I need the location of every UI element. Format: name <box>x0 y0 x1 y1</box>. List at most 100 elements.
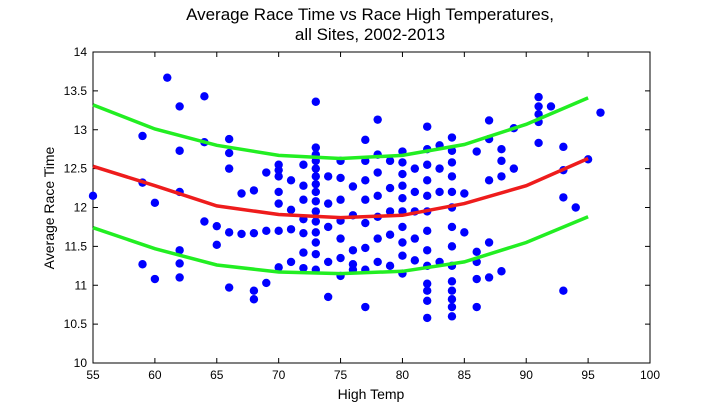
y-tick-label: 12.5 <box>64 162 88 176</box>
data-point <box>447 277 457 286</box>
data-point <box>398 169 407 179</box>
x-tick-label: 55 <box>86 368 100 382</box>
data-point <box>410 164 420 173</box>
data-point <box>447 302 457 312</box>
data-point <box>323 172 333 181</box>
data-point <box>348 246 358 255</box>
data-point <box>373 168 382 177</box>
data-point <box>484 273 494 282</box>
data-point <box>323 199 333 208</box>
data-point <box>559 193 568 202</box>
data-point <box>323 292 333 302</box>
data-point <box>398 222 407 232</box>
data-point <box>472 147 481 156</box>
data-point <box>249 295 259 304</box>
data-point <box>423 296 432 305</box>
data-point <box>410 234 420 243</box>
data-point <box>286 225 296 234</box>
data-point <box>460 228 469 237</box>
data-point <box>571 203 580 212</box>
x-tick-label: 100 <box>640 368 660 382</box>
data-point <box>423 122 432 131</box>
data-points <box>88 73 605 323</box>
data-point <box>373 191 382 201</box>
data-point <box>224 283 234 292</box>
data-point <box>286 205 296 215</box>
data-point <box>423 313 432 323</box>
data-point <box>224 228 234 237</box>
y-tick-label: 12 <box>74 201 88 215</box>
data-point <box>311 207 320 216</box>
data-point <box>497 156 506 166</box>
data-point <box>497 267 506 276</box>
data-point <box>361 302 370 312</box>
x-tick-label: 75 <box>334 368 348 382</box>
data-point <box>323 222 333 232</box>
data-point <box>200 217 209 226</box>
data-point <box>163 73 172 82</box>
data-point <box>447 295 457 304</box>
y-tick-label: 14 <box>74 45 88 59</box>
data-point <box>175 259 184 268</box>
data-point <box>385 261 395 271</box>
data-point <box>311 217 320 226</box>
data-point <box>336 253 345 263</box>
data-point <box>311 249 320 259</box>
data-point <box>447 222 457 232</box>
data-point <box>249 286 259 295</box>
data-point <box>497 172 506 181</box>
data-point <box>447 133 457 142</box>
x-tick-label: 70 <box>272 368 286 382</box>
data-point <box>175 273 184 282</box>
data-point <box>249 186 259 195</box>
data-point <box>447 158 457 167</box>
upper-bound-line <box>92 96 589 161</box>
data-point <box>311 238 320 247</box>
data-point <box>311 97 320 106</box>
data-point <box>212 221 221 231</box>
x-tick-label: 80 <box>396 368 410 382</box>
data-point <box>484 176 494 185</box>
plot-area <box>92 51 651 364</box>
data-point <box>138 260 147 269</box>
data-point <box>299 160 308 169</box>
data-point <box>299 228 308 238</box>
data-point <box>596 108 605 117</box>
data-point <box>88 191 98 201</box>
data-point <box>311 197 320 206</box>
data-point <box>410 187 420 197</box>
data-point <box>274 263 283 272</box>
x-tick-labels: 55 60 65 70 75 80 85 90 95 100 <box>86 368 660 382</box>
data-point <box>534 102 543 111</box>
data-point <box>484 238 494 247</box>
data-point <box>385 156 395 166</box>
data-point <box>361 176 370 185</box>
data-point <box>175 246 184 255</box>
data-point <box>299 181 308 190</box>
data-point <box>200 92 209 101</box>
x-tick-label: 65 <box>210 368 224 382</box>
data-point <box>274 187 283 197</box>
data-point <box>398 181 407 190</box>
data-point <box>373 234 382 243</box>
data-point <box>472 302 481 312</box>
data-point <box>150 274 160 284</box>
chart-title-line-1: Average Race Time vs Race High Temperatu… <box>186 5 554 24</box>
data-point <box>435 164 444 173</box>
data-point <box>373 257 382 267</box>
data-point <box>423 286 432 295</box>
data-point <box>472 274 481 284</box>
y-tick-label: 10.5 <box>64 317 88 331</box>
y-tick-label: 11 <box>75 278 88 292</box>
data-point <box>274 199 283 208</box>
data-point <box>311 228 320 237</box>
data-point <box>336 234 345 243</box>
data-point <box>224 134 234 144</box>
data-point <box>286 176 296 185</box>
data-point <box>299 248 308 257</box>
axis-ticks <box>92 51 651 364</box>
x-tick-label: 60 <box>148 368 162 382</box>
data-point <box>311 143 320 152</box>
y-tick-label: 11.5 <box>65 239 88 253</box>
data-point <box>398 238 407 247</box>
